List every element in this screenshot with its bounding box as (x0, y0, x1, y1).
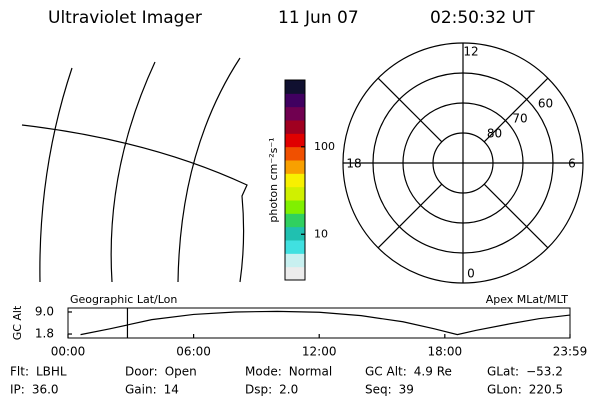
color-step (285, 120, 305, 134)
mlt-label: 0 (467, 267, 475, 281)
color-step (285, 240, 305, 254)
mlt-label: 18 (346, 157, 361, 171)
color-step (285, 266, 305, 281)
x-tick-label: 23:59 (553, 345, 588, 359)
longitude-line (177, 57, 241, 283)
color-step (285, 93, 305, 108)
longitude-line (39, 67, 73, 283)
field-label: Gain: (125, 383, 157, 397)
y-tick-label: 9.0 (35, 304, 54, 318)
field-value: Normal (289, 365, 332, 379)
field-value: 2.0 (279, 383, 298, 397)
geographic-grid (21, 57, 248, 283)
title: Ultraviolet Imager (48, 8, 202, 28)
date: 11 Jun 07 (278, 8, 359, 28)
color-step (285, 80, 305, 94)
field-label: Seq: (365, 383, 392, 397)
field-value: Open (165, 365, 197, 379)
color-step (285, 226, 305, 241)
color-step (285, 106, 305, 121)
field-value: 14 (164, 383, 179, 397)
color-step (285, 253, 305, 268)
altitude-line (80, 310, 571, 336)
colorbar-tick-label: 10 (314, 227, 328, 240)
color-step (285, 160, 305, 174)
field-value: LBHL (36, 365, 67, 379)
mlt-label: 12 (463, 45, 478, 59)
ring-label: 70 (512, 112, 527, 126)
latitude-line (21, 124, 248, 283)
meridian (377, 183, 443, 249)
colorbar-label: photon cm⁻²s⁻¹ (267, 137, 280, 222)
ring-label: 80 (487, 127, 502, 141)
annotation: Apex MLat/MLT (486, 293, 569, 306)
field-label: Flt: (10, 365, 29, 379)
field-value: 220.5 (529, 383, 563, 397)
color-step (285, 200, 305, 214)
field-label: Door: (125, 365, 158, 379)
x-tick-label: 18:00 (428, 345, 463, 359)
field-value: −53.2 (526, 365, 563, 379)
colorbar-frame (284, 79, 306, 281)
field-label: Dsp: (245, 383, 272, 397)
colorbar-tick-label: 100 (314, 140, 335, 153)
meridian (377, 77, 443, 143)
y-tick-label: 1.8 (35, 327, 54, 341)
longitude-line (110, 61, 156, 283)
field-label: GC Alt: (365, 365, 407, 379)
field-value: 39 (399, 383, 414, 397)
color-step (285, 186, 305, 201)
meridian (483, 183, 549, 249)
x-tick-label: 12:00 (302, 345, 337, 359)
color-step (285, 133, 305, 148)
field-label: GLon: (487, 383, 522, 397)
color-step (285, 213, 305, 228)
x-tick-label: 00:00 (51, 345, 86, 359)
y-axis-label: GC Alt (11, 305, 24, 340)
x-tick-label: 06:00 (176, 345, 211, 359)
annotation: Geographic Lat/Lon (70, 293, 177, 306)
field-label: Mode: (245, 365, 282, 379)
ring-label: 60 (538, 97, 553, 111)
color-step (285, 146, 305, 161)
field-value: 4.9 Re (414, 365, 452, 379)
field-value: 36.0 (32, 383, 59, 397)
field-label: GLat: (487, 365, 519, 379)
meridian (483, 77, 549, 143)
field-label: IP: (10, 383, 25, 397)
time: 02:50:32 UT (430, 8, 535, 28)
color-step (285, 173, 305, 188)
mlt-label: 6 (568, 157, 576, 171)
